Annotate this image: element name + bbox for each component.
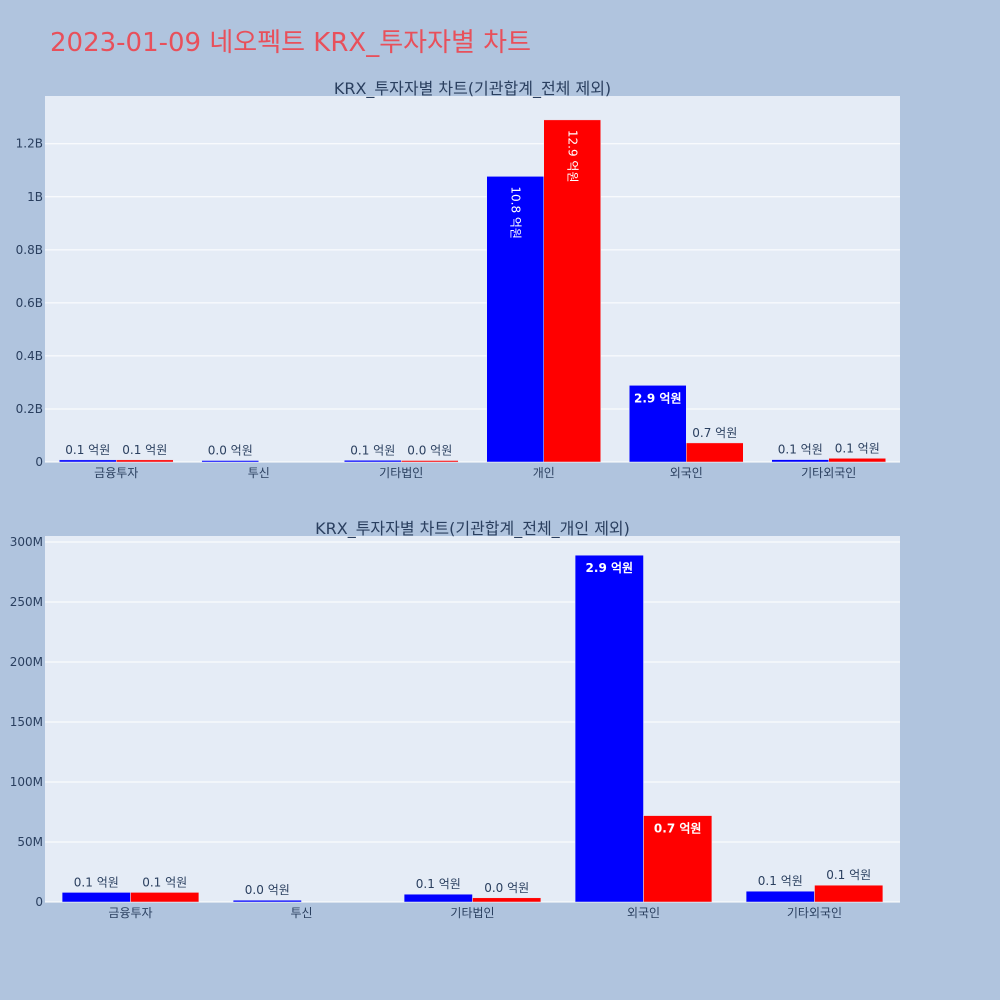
- data-label: 0.1 억원: [65, 443, 110, 457]
- y-tick-label: 0: [35, 455, 43, 469]
- plot-area: [45, 96, 900, 462]
- data-label: 0.1 억원: [122, 443, 167, 457]
- y-tick-label: 0: [35, 895, 43, 909]
- data-label: 0.0 억원: [245, 883, 290, 897]
- y-tick-label: 0.8B: [16, 243, 43, 257]
- bar: [771, 459, 829, 463]
- y-tick-label: 50M: [17, 835, 43, 849]
- x-tick-label: 개인: [533, 466, 555, 480]
- bar: [814, 884, 884, 903]
- data-label: 0.7 억원: [654, 822, 702, 836]
- data-label: 2.9 억원: [634, 391, 682, 405]
- bar: [574, 554, 644, 903]
- y-tick-label: 1.2B: [16, 137, 43, 151]
- x-tick-label: 기타외국인: [787, 906, 842, 920]
- data-label: 0.1 억원: [142, 875, 187, 889]
- data-label: 0.1 억원: [778, 443, 823, 457]
- data-label: 2.9 억원: [586, 561, 634, 575]
- y-tick-label: 250M: [10, 595, 43, 609]
- bar: [130, 892, 200, 903]
- y-tick-label: 300M: [10, 535, 43, 549]
- bar: [472, 897, 542, 903]
- data-label: 0.7 억원: [692, 426, 737, 440]
- y-tick-label: 100M: [10, 775, 43, 789]
- plot-area: [45, 536, 900, 902]
- bar: [543, 119, 601, 463]
- x-tick-label: 투신: [290, 906, 312, 920]
- data-label: 0.1 억원: [350, 443, 395, 457]
- bar: [116, 459, 174, 463]
- data-label: 0.1 억원: [74, 875, 119, 889]
- page-title: 2023-01-09 네오펙트 KRX_투자자별 차트: [50, 28, 532, 58]
- bar: [745, 890, 815, 903]
- data-label: 0.1 억원: [835, 441, 880, 455]
- x-tick-label: 기타법인: [379, 466, 423, 480]
- x-tick-label: 금융투자: [94, 466, 138, 480]
- data-label: 0.0 억원: [208, 444, 253, 458]
- bar: [344, 460, 402, 463]
- chart-title: KRX_투자자별 차트(기관합계_전체 제외): [334, 79, 611, 99]
- data-label: 0.1 억원: [826, 868, 871, 882]
- data-label: 0.0 억원: [484, 881, 529, 895]
- y-tick-label: 200M: [10, 655, 43, 669]
- chart-2: 0 50M 100M 150M 200M 250M 300M KRX_투자자별 차트(기관합계…: [10, 519, 900, 920]
- bar: [59, 459, 117, 463]
- y-tick-label: 0.6B: [16, 296, 43, 310]
- x-tick-label: 금융투자: [108, 906, 152, 920]
- bar: [61, 892, 131, 903]
- y-tick-label: 150M: [10, 715, 43, 729]
- data-label: 10.8 억원: [508, 186, 522, 239]
- x-tick-label: 외국인: [627, 906, 660, 920]
- data-label: 12.9 억원: [565, 130, 579, 183]
- x-tick-label: 외국인: [670, 466, 703, 480]
- data-label: 0.1 억원: [416, 877, 461, 891]
- bar: [486, 176, 544, 463]
- bar: [629, 385, 687, 463]
- chart-1: 0 0.2B 0.4B 0.6B 0.8B 1B 1.2B KRX_투자자별 차트(기관합계_…: [16, 79, 900, 480]
- bar: [643, 815, 713, 903]
- data-label: 0.1 억원: [758, 874, 803, 888]
- y-tick-label: 1B: [27, 190, 43, 204]
- y-tick-label: 0.4B: [16, 349, 43, 363]
- y-tick-label: 0.2B: [16, 402, 43, 416]
- x-tick-label: 기타외국인: [801, 466, 856, 480]
- bar: [828, 458, 886, 463]
- bar: [232, 899, 302, 903]
- x-tick-label: 기타법인: [450, 906, 494, 920]
- x-tick-label: 투신: [248, 466, 270, 480]
- bar: [403, 893, 473, 903]
- chart-title: KRX_투자자별 차트(기관합계_전체_개인 제외): [315, 519, 630, 539]
- data-label: 0.0 억원: [407, 444, 452, 458]
- bar: [201, 460, 259, 463]
- bar: [401, 460, 459, 463]
- bar: [686, 442, 744, 463]
